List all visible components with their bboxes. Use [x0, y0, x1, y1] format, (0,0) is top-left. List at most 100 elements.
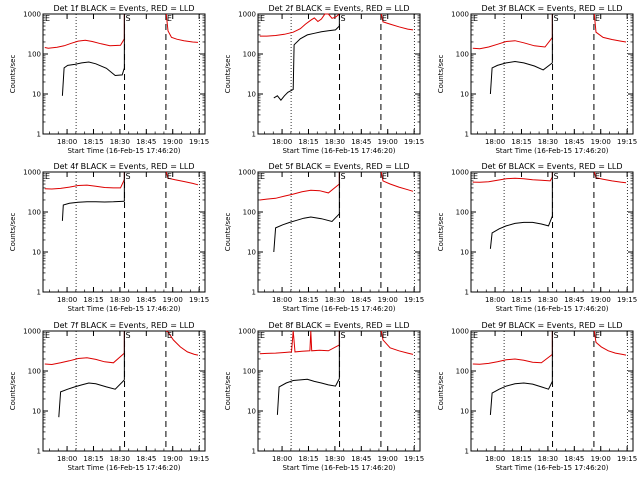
x-tick-label: 18:15: [511, 455, 531, 463]
x-tick-label: 18:45: [351, 455, 371, 463]
y-tick-label: 1000: [451, 11, 469, 19]
detector-panel-3: Det 3f BLACK = Events, RED = LLD 1 10 100 10…: [437, 4, 637, 155]
x-tick-label: 18:30: [325, 138, 345, 146]
y-tick-label: 100: [456, 368, 469, 376]
y-tick-label: 1: [37, 448, 41, 456]
end-marker-E: E: [595, 331, 600, 340]
sun-marker-S: S: [554, 331, 559, 340]
detector-panel-5: Det 5f BLACK = Events, RED = LLD 1 10 100 10…: [224, 162, 424, 313]
y-tick-label: 10: [32, 91, 41, 99]
x-tick-label: 19:00: [378, 138, 398, 146]
x-axis-label: Start Time (16-Feb-15 17:46:20): [67, 305, 180, 313]
x-tick-label: 18:45: [351, 138, 371, 146]
lld-recovery-line: [593, 171, 627, 184]
y-tick-label: 100: [28, 51, 41, 59]
events-series-line: [489, 381, 553, 415]
x-tick-label: 19:15: [189, 296, 209, 304]
x-tick-label: 18:30: [538, 296, 558, 304]
y-axis-label: Counts/sec: [437, 55, 445, 94]
lld-series-line: [44, 38, 125, 49]
lld-series-line: [259, 330, 340, 355]
x-tick-label: 19:00: [591, 455, 611, 463]
x-tick-label: 18:30: [325, 296, 345, 304]
panel-title: Det 4f BLACK = Events, RED = LLD: [53, 162, 194, 171]
events-series-line: [61, 61, 125, 96]
x-tick-label: 18:30: [110, 455, 130, 463]
y-axis-label: Counts/sec: [9, 55, 17, 94]
events-series-line: [489, 60, 553, 95]
y-tick-label: 1: [252, 131, 256, 139]
y-tick-label: 1000: [451, 328, 469, 336]
panel-title: Det 8f BLACK = Events, RED = LLD: [268, 321, 409, 330]
y-tick-label: 10: [247, 408, 256, 416]
start-marker-E: E: [45, 331, 50, 340]
y-tick-label: 1: [37, 131, 41, 139]
y-tick-label: 1: [252, 289, 256, 297]
x-tick-label: 19:00: [378, 296, 398, 304]
x-axis-label: Start Time (16-Feb-15 17:46:20): [67, 147, 180, 155]
x-tick-label: 18:00: [57, 138, 77, 146]
x-tick-label: 18:15: [511, 296, 531, 304]
panel-title: Det 5f BLACK = Events, RED = LLD: [268, 162, 409, 171]
panel-title: Det 1f BLACK = Events, RED = LLD: [53, 4, 194, 13]
plot-frame: [257, 13, 421, 135]
y-tick-label: 1000: [451, 169, 469, 177]
y-axis-label: Counts/sec: [9, 372, 17, 411]
y-tick-label: 1000: [23, 169, 41, 177]
panel-title: Det 7f BLACK = Events, RED = LLD: [53, 321, 194, 330]
x-axis-label: Start Time (16-Feb-15 17:46:20): [495, 305, 608, 313]
lld-series-line: [259, 13, 340, 37]
lld-recovery-line: [165, 171, 199, 186]
start-marker-E: E: [260, 14, 265, 23]
events-series-line: [273, 25, 340, 102]
x-tick-label: 19:15: [617, 296, 637, 304]
x-axis-label: Start Time (16-Feb-15 17:46:20): [282, 305, 395, 313]
x-tick-label: 18:30: [538, 455, 558, 463]
x-axis-label: Start Time (16-Feb-15 17:46:20): [282, 147, 395, 155]
sun-marker-S: S: [554, 172, 559, 181]
sun-marker-S: S: [554, 14, 559, 23]
start-marker-E: E: [45, 172, 50, 181]
x-tick-label: 18:45: [564, 455, 584, 463]
y-tick-label: 100: [28, 368, 41, 376]
x-axis-label: Start Time (16-Feb-15 17:46:20): [495, 464, 608, 472]
x-tick-label: 19:15: [617, 455, 637, 463]
y-axis-label: Counts/sec: [437, 213, 445, 252]
y-tick-label: 100: [456, 51, 469, 59]
events-series-line: [489, 215, 553, 249]
panel-title: Det 6f BLACK = Events, RED = LLD: [481, 162, 622, 171]
lld-recovery-line: [593, 330, 627, 356]
x-tick-label: 18:00: [485, 455, 505, 463]
y-axis-label: Counts/sec: [224, 55, 232, 94]
y-axis-label: Counts/sec: [224, 213, 232, 252]
x-tick-label: 19:00: [591, 138, 611, 146]
x-tick-label: 18:30: [538, 138, 558, 146]
x-tick-label: 18:15: [511, 138, 531, 146]
detector-panel-7: Det 7f BLACK = Events, RED = LLD 1 10 100 10…: [9, 321, 209, 472]
start-marker-E: E: [260, 331, 265, 340]
x-tick-label: 18:45: [564, 138, 584, 146]
start-marker-E: E: [45, 14, 50, 23]
x-tick-label: 19:00: [378, 455, 398, 463]
end-marker-E: E: [167, 172, 172, 181]
y-axis-label: Counts/sec: [437, 372, 445, 411]
x-tick-label: 18:15: [298, 138, 318, 146]
end-marker-E: E: [167, 14, 172, 23]
x-tick-label: 18:45: [564, 296, 584, 304]
sun-marker-S: S: [341, 331, 346, 340]
x-tick-label: 18:15: [298, 296, 318, 304]
y-tick-label: 100: [456, 209, 469, 217]
panel-title: Det 3f BLACK = Events, RED = LLD: [481, 4, 622, 13]
y-tick-label: 1: [37, 289, 41, 297]
lld-recovery-line: [166, 330, 199, 356]
start-marker-E: E: [473, 14, 478, 23]
y-tick-label: 100: [28, 209, 41, 217]
x-axis-label: Start Time (16-Feb-15 17:46:20): [282, 464, 395, 472]
x-tick-label: 19:00: [163, 455, 183, 463]
x-tick-label: 18:45: [136, 455, 156, 463]
end-marker-E: E: [167, 331, 172, 340]
end-marker-E: E: [595, 14, 600, 23]
sun-marker-S: S: [341, 14, 346, 23]
y-tick-label: 1000: [23, 328, 41, 336]
